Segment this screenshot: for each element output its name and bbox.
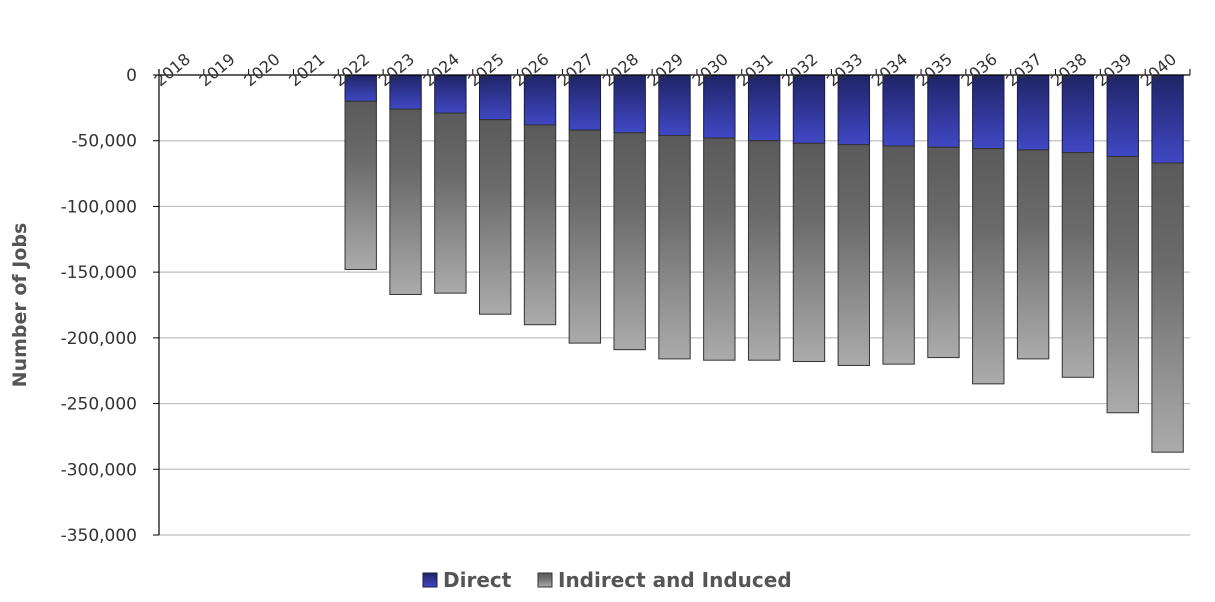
bar-direct-2035 [927, 74, 960, 148]
bar-indirect-2036 [972, 148, 1005, 385]
y-axis-title: Number of Jobs [9, 223, 31, 388]
legend-label-indirect: Indirect and Induced [558, 568, 792, 592]
bar-direct-2030 [703, 74, 736, 139]
bar-direct-2026 [523, 74, 557, 126]
bar-indirect-2039 [1106, 155, 1139, 414]
bar-indirect-2025 [479, 119, 512, 315]
bar-direct-2036 [972, 74, 1005, 150]
bar-indirect-2035 [927, 146, 960, 359]
bar-direct-2038 [1061, 74, 1095, 154]
y-tick-label: -100,000 [61, 197, 137, 217]
bar-indirect-2027 [568, 129, 602, 344]
bar-indirect-2032 [792, 142, 826, 363]
bar-indirect-2034 [882, 145, 915, 365]
bar-direct-2027 [568, 74, 602, 131]
bar-direct-2039 [1106, 74, 1139, 157]
bar-direct-2034 [882, 74, 915, 147]
bar-direct-2032 [792, 74, 826, 144]
y-tick-labels: 0 -50,000 -100,000 -150,000 -200,000 -250,000… [61, 66, 137, 546]
y-tick-label: -300,000 [61, 460, 137, 480]
bar-indirect-2024 [434, 112, 467, 294]
bar-indirect-2038 [1061, 152, 1095, 378]
legend: Direct Indirect and Induced [422, 568, 792, 592]
bar-indirect-2037 [1016, 149, 1050, 360]
bar-direct-2037 [1016, 74, 1050, 151]
x-tick-label: 2018 [151, 50, 194, 91]
axes [153, 69, 1191, 536]
bar-indirect-2040 [1151, 162, 1184, 453]
legend-label-direct: Direct [443, 568, 512, 592]
legend-swatch-direct [422, 572, 438, 588]
bar-direct-2023 [389, 74, 422, 110]
bar-indirect-2031 [747, 140, 781, 361]
y-tick-label: 0 [126, 66, 137, 86]
x-tick-label: 2019 [195, 50, 238, 91]
y-tick-label: -350,000 [61, 526, 137, 546]
bar-indirect-2030 [703, 137, 736, 361]
bar-indirect-2029 [658, 134, 691, 360]
bar-indirect-2026 [523, 124, 557, 326]
bar-direct-2028 [613, 74, 646, 134]
bar-direct-2033 [837, 74, 870, 146]
bar-direct-2029 [658, 74, 691, 136]
y-tick-label: -50,000 [71, 132, 137, 152]
y-tick-label: -250,000 [61, 395, 137, 415]
bars [344, 74, 1184, 453]
bar-indirect-2023 [389, 108, 422, 295]
bar-direct-2040 [1151, 74, 1184, 164]
x-tick-label: 2020 [240, 50, 283, 91]
bar-indirect-2033 [837, 144, 870, 366]
legend-swatch-indirect [537, 572, 553, 588]
y-tick-label: -200,000 [61, 329, 137, 349]
bar-direct-2031 [747, 74, 781, 142]
bar-indirect-2022 [344, 100, 377, 271]
bar-indirect-2028 [613, 132, 646, 351]
y-tick-label: -150,000 [61, 263, 137, 283]
bar-direct-2024 [434, 74, 467, 114]
x-tick-label: 2021 [285, 50, 328, 91]
